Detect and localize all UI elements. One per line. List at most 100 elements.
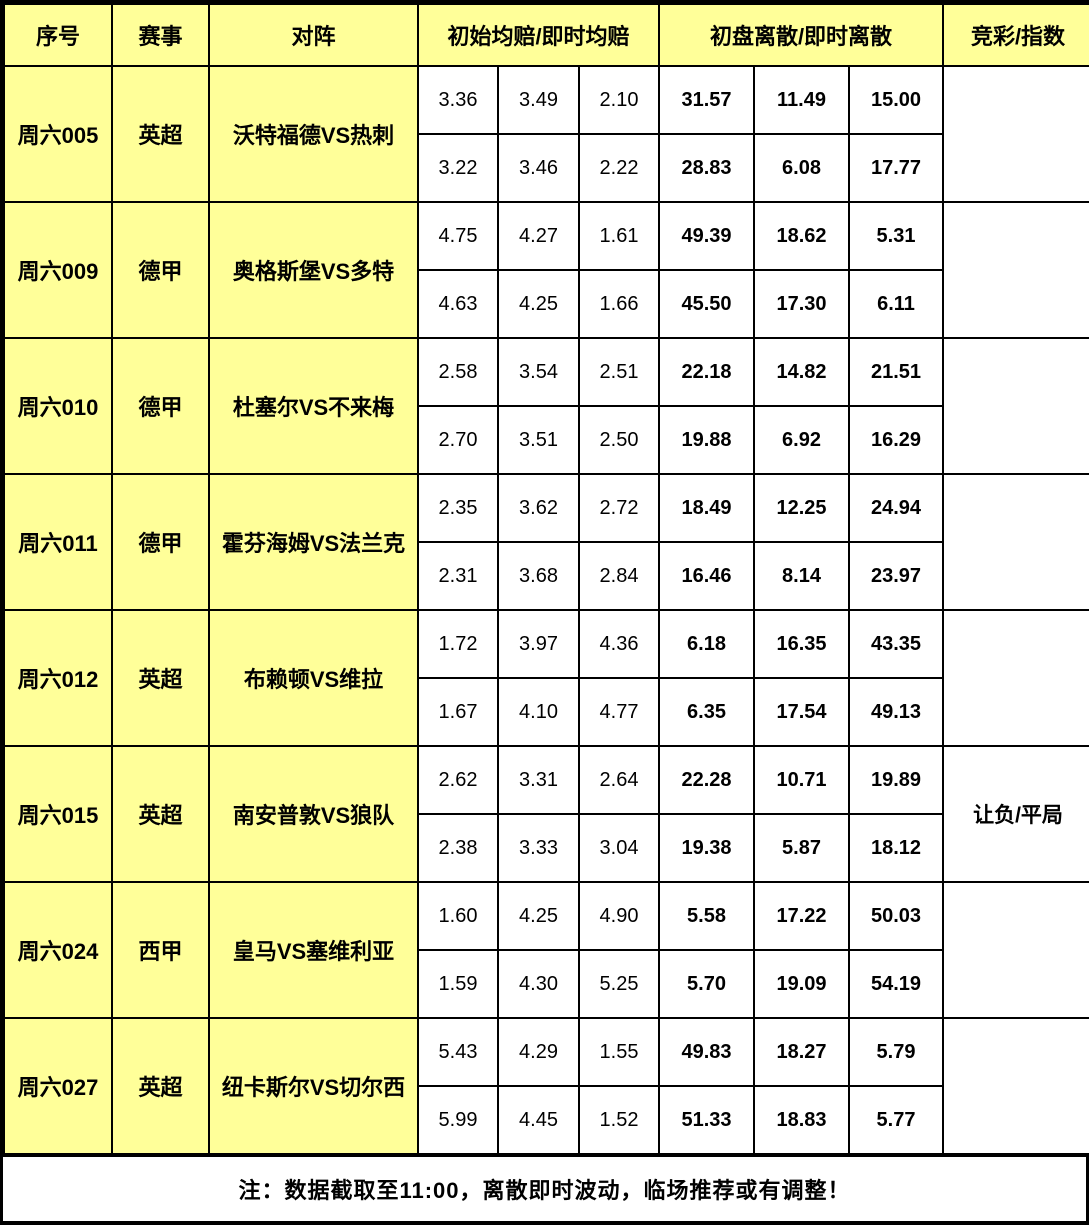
lottery-cell [942,337,1089,475]
disp-live-draw: 17.30 [753,269,850,339]
match-league: 德甲 [111,201,210,339]
disp-live-draw: 6.92 [753,405,850,475]
table-body: 周六005 英超 沃特福德VS热刺 3.36 3.49 2.10 31.57 1… [3,65,1089,1155]
header-row: 序号 赛事 对阵 初始均赔/即时均赔 初盘离散/即时离散 竞彩/指数 [3,3,1089,67]
match-name: 布赖顿VS维拉 [208,609,419,747]
match-id: 周六010 [3,337,113,475]
odds-initial-home: 1.72 [417,609,499,679]
disp-initial-away: 5.79 [848,1017,944,1087]
match-row-live: 2.31 3.68 2.84 16.46 8.14 23.97 [4,541,1089,611]
match-id: 周六012 [3,609,113,747]
header-lottery: 竞彩/指数 [942,3,1089,67]
header-league: 赛事 [111,3,210,67]
disp-live-draw: 8.14 [753,541,850,611]
odds-initial-draw: 3.62 [497,473,580,543]
odds-live-draw: 3.51 [497,405,580,475]
disp-initial-home: 22.18 [658,337,755,407]
match-league: 英超 [111,1017,210,1155]
disp-initial-draw: 12.25 [753,473,850,543]
odds-live-home: 4.63 [417,269,499,339]
match-row-initial: 周六011 德甲 霍芬海姆VS法兰克 2.35 3.62 2.72 18.49 … [3,473,1089,611]
odds-live-draw: 4.30 [497,949,580,1019]
odds-table: 序号 赛事 对阵 初始均赔/即时均赔 初盘离散/即时离散 竞彩/指数 周六005… [3,3,1089,1155]
disp-initial-draw: 14.82 [753,337,850,407]
header-serial: 序号 [3,3,113,67]
odds-initial-draw: 3.97 [497,609,580,679]
disp-initial-draw: 18.27 [753,1017,850,1087]
match-row-live: 3.22 3.46 2.22 28.83 6.08 17.77 [4,133,1089,203]
disp-live-home: 6.35 [658,677,755,747]
disp-initial-away: 15.00 [848,65,944,135]
data-cutoff-note: 注：数据截取至11:00，离散即时波动，临场推荐或有调整！ [3,1155,1086,1221]
disp-live-away: 23.97 [848,541,944,611]
odds-live-draw: 4.10 [497,677,580,747]
odds-live-home: 2.31 [417,541,499,611]
disp-initial-home: 49.39 [658,201,755,271]
disp-live-away: 54.19 [848,949,944,1019]
match-id: 周六027 [3,1017,113,1155]
disp-live-home: 16.46 [658,541,755,611]
match-row-live: 4.63 4.25 1.66 45.50 17.30 6.11 [4,269,1089,339]
disp-initial-home: 22.28 [658,745,755,815]
disp-live-draw: 19.09 [753,949,850,1019]
odds-initial-away: 2.10 [578,65,660,135]
lottery-recommendation: 让负/平局 [942,745,1089,883]
disp-initial-away: 19.89 [848,745,944,815]
odds-live-away: 4.77 [578,677,660,747]
disp-live-draw: 18.83 [753,1085,850,1155]
disp-initial-away: 21.51 [848,337,944,407]
match-league: 德甲 [111,473,210,611]
odds-live-draw: 4.45 [497,1085,580,1155]
disp-initial-away: 43.35 [848,609,944,679]
match-name: 沃特福德VS热刺 [208,65,419,203]
odds-live-home: 5.99 [417,1085,499,1155]
odds-live-home: 1.67 [417,677,499,747]
disp-initial-home: 49.83 [658,1017,755,1087]
match-id: 周六024 [3,881,113,1019]
odds-live-away: 2.50 [578,405,660,475]
match-row-initial: 周六009 德甲 奥格斯堡VS多特 4.75 4.27 1.61 49.39 1… [3,201,1089,339]
odds-live-away: 3.04 [578,813,660,883]
odds-initial-home: 5.43 [417,1017,499,1087]
odds-live-home: 2.70 [417,405,499,475]
header-dispersion: 初盘离散/即时离散 [658,3,944,67]
odds-initial-away: 1.61 [578,201,660,271]
match-row-initial: 周六005 英超 沃特福德VS热刺 3.36 3.49 2.10 31.57 1… [3,65,1089,203]
disp-initial-away: 50.03 [848,881,944,951]
disp-initial-home: 31.57 [658,65,755,135]
match-row-initial: 周六027 英超 纽卡斯尔VS切尔西 5.43 4.29 1.55 49.83 … [3,1017,1089,1155]
match-id: 周六015 [3,745,113,883]
odds-initial-home: 2.58 [417,337,499,407]
lottery-cell [942,609,1089,747]
disp-live-away: 18.12 [848,813,944,883]
odds-initial-away: 2.72 [578,473,660,543]
disp-initial-home: 5.58 [658,881,755,951]
odds-live-away: 5.25 [578,949,660,1019]
disp-initial-draw: 18.62 [753,201,850,271]
match-row-live: 2.38 3.33 3.04 19.38 5.87 18.12 [4,813,1089,883]
odds-initial-home: 2.35 [417,473,499,543]
odds-initial-home: 2.62 [417,745,499,815]
disp-initial-draw: 11.49 [753,65,850,135]
disp-initial-home: 18.49 [658,473,755,543]
odds-live-away: 1.52 [578,1085,660,1155]
odds-initial-draw: 4.29 [497,1017,580,1087]
table-header: 序号 赛事 对阵 初始均赔/即时均赔 初盘离散/即时离散 竞彩/指数 [3,3,1089,67]
disp-live-draw: 5.87 [753,813,850,883]
disp-live-away: 6.11 [848,269,944,339]
disp-initial-draw: 17.22 [753,881,850,951]
match-name: 杜塞尔VS不来梅 [208,337,419,475]
disp-live-away: 5.77 [848,1085,944,1155]
match-league: 西甲 [111,881,210,1019]
disp-live-home: 51.33 [658,1085,755,1155]
header-match: 对阵 [208,3,419,67]
odds-initial-draw: 3.49 [497,65,580,135]
odds-live-draw: 4.25 [497,269,580,339]
match-id: 周六009 [3,201,113,339]
match-league: 英超 [111,745,210,883]
odds-initial-home: 3.36 [417,65,499,135]
odds-initial-away: 2.51 [578,337,660,407]
disp-live-draw: 6.08 [753,133,850,203]
odds-initial-draw: 3.54 [497,337,580,407]
disp-initial-away: 5.31 [848,201,944,271]
